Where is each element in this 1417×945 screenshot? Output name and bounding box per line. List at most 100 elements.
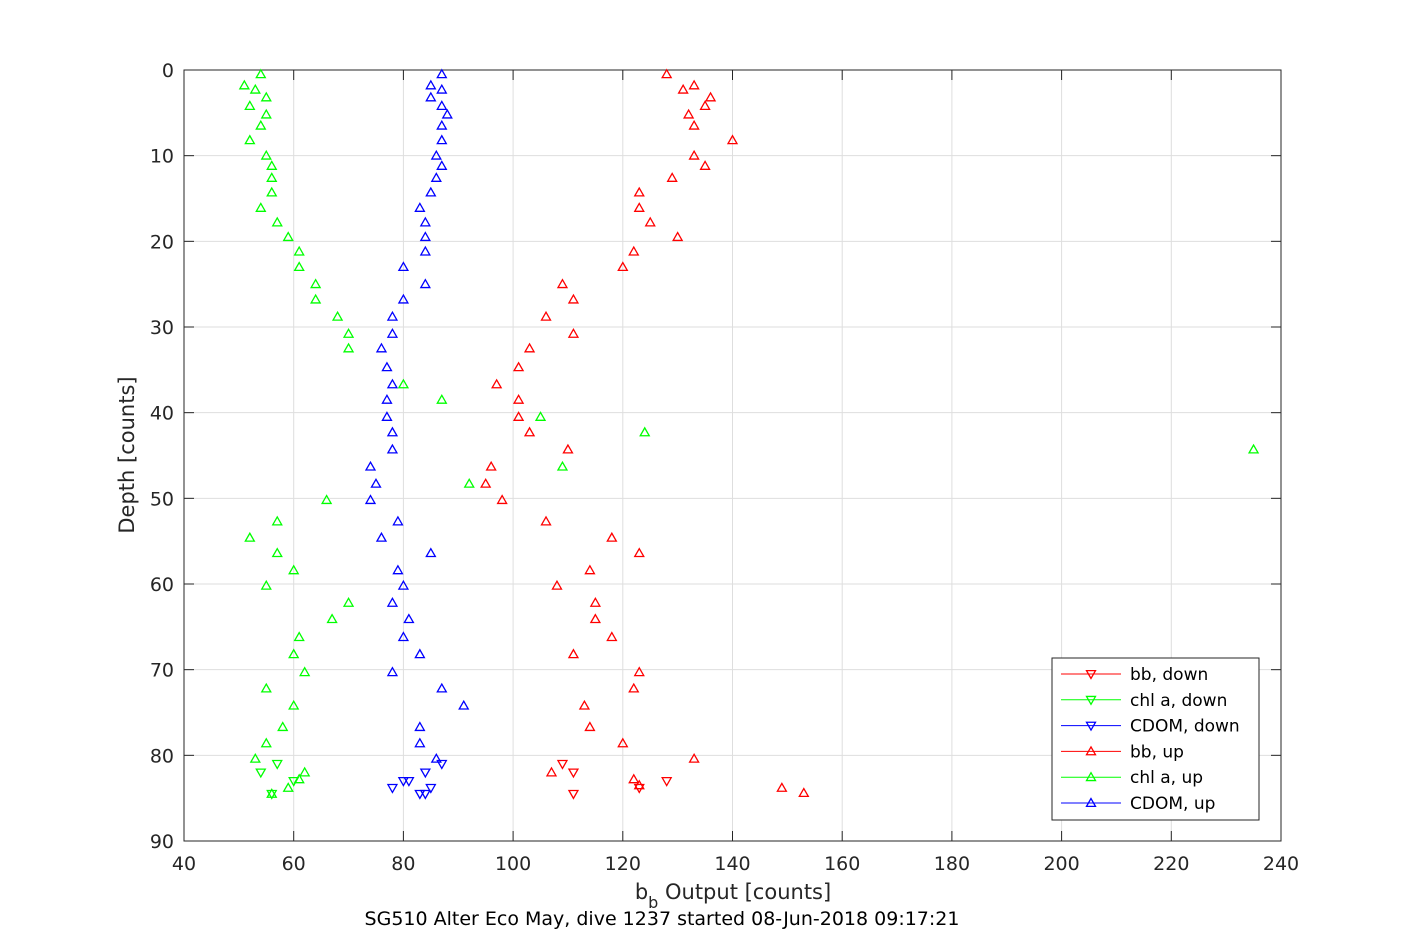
marker-cdom-up — [458, 699, 470, 710]
marker-bb-up — [798, 787, 810, 798]
marker-chl-a-up — [244, 100, 256, 111]
legend-marker — [1085, 669, 1097, 680]
marker-chl-a-up — [556, 460, 569, 471]
marker-bb-up — [480, 477, 492, 488]
marker-bb-up — [523, 426, 536, 437]
marker-cdom-down — [397, 777, 410, 787]
marker-chl-a-up — [249, 752, 261, 763]
marker-cdom-up — [436, 160, 448, 170]
marker-chl-a-up — [320, 494, 333, 505]
marker-cdom-down — [414, 789, 426, 800]
marker-bb-up — [682, 108, 695, 119]
marker-chl-a-up — [238, 79, 250, 90]
marker-chl-a-up — [342, 328, 355, 338]
marker-cdom-up — [386, 597, 399, 607]
marker-chl-a-up — [255, 119, 267, 130]
marker-bb-up — [589, 613, 601, 624]
marker-bb-up — [606, 631, 618, 642]
legend-marker — [1085, 721, 1097, 732]
marker-bb-up — [589, 597, 601, 607]
marker-cdom-up — [414, 202, 426, 212]
marker-cdom-up — [397, 631, 410, 642]
legend-label: bb, down — [1130, 665, 1208, 685]
marker-chl-a-up — [463, 477, 475, 488]
marker-chl-a-up — [255, 68, 267, 79]
marker-chl-a-up — [293, 631, 305, 642]
marker-cdom-up — [370, 477, 382, 488]
legend-label: chl a, up — [1130, 768, 1203, 788]
marker-chl-a-up — [260, 91, 272, 102]
marker-cdom-down — [419, 789, 431, 800]
y-tick-label: 60 — [150, 574, 174, 596]
marker-cdom-up — [397, 261, 410, 272]
x-tick-label: 120 — [605, 853, 641, 875]
legend-label: CDOM, up — [1130, 794, 1215, 814]
marker-chl-a-up — [326, 613, 338, 624]
marker-bb-up — [491, 378, 503, 389]
marker-bb-up — [617, 261, 629, 272]
marker-cdom-up — [386, 378, 399, 389]
y-tick-label: 0 — [162, 60, 174, 82]
marker-chl-a-up — [249, 83, 261, 94]
marker-chl-a-up — [299, 766, 311, 777]
marker-bb-up — [633, 779, 645, 790]
marker-chl-a-down — [255, 768, 267, 779]
marker-cdom-up — [392, 515, 404, 526]
marker-cdom-up — [436, 100, 448, 111]
x-tick-labels: 40 60 80 100 120 140 160 180 200 220 240 — [172, 853, 1299, 875]
marker-chl-a-up — [282, 782, 294, 792]
marker-bb-up — [699, 100, 711, 111]
marker-cdom-up — [414, 648, 426, 659]
x-tick-label: 240 — [1263, 853, 1299, 875]
marker-chl-a-up — [288, 564, 300, 575]
marker-bb-up — [485, 460, 497, 471]
marker-cdom-up — [425, 91, 437, 102]
marker-bb-down — [661, 777, 673, 787]
marker-cdom-up — [375, 342, 388, 353]
marker-bb-up — [617, 737, 629, 748]
marker-bb-up — [496, 494, 508, 505]
x-axis-title-main: b — [635, 880, 648, 904]
marker-cdom-up — [386, 443, 399, 454]
marker-cdom-up — [381, 411, 393, 421]
marker-bb-up — [677, 83, 689, 94]
marker-bb-up — [512, 361, 525, 372]
marker-chl-a-up — [271, 216, 283, 227]
x-tick-label: 100 — [495, 853, 531, 875]
legend-label: chl a, down — [1130, 691, 1227, 711]
marker-bb-up — [567, 293, 580, 304]
marker-bb-up — [512, 411, 525, 421]
marker-bb-up — [584, 721, 596, 732]
x-axis-title-rest: Output [counts] — [658, 880, 831, 904]
marker-bb-up — [523, 342, 536, 353]
marker-chl-a-up — [436, 394, 448, 404]
marker-bb-down — [567, 768, 580, 779]
y-tick-label: 30 — [150, 317, 174, 339]
marker-cdom-up — [430, 149, 442, 160]
marker-bb-up — [512, 394, 525, 404]
y-tick-label: 40 — [150, 403, 174, 425]
marker-cdom-up — [419, 231, 431, 242]
marker-cdom-up — [386, 328, 399, 338]
y-axis-title: Depth [counts] — [115, 376, 139, 533]
marker-cdom-up — [386, 666, 399, 677]
marker-chl-a-up — [293, 261, 305, 272]
marker-chl-a-up — [342, 597, 355, 607]
marker-bb-up — [540, 310, 552, 321]
marker-cdom-up — [425, 79, 437, 90]
marker-chl-a-up — [260, 682, 272, 693]
y-tick-label: 20 — [150, 231, 174, 253]
marker-chl-a-up — [271, 547, 283, 558]
marker-cdom-up — [425, 547, 437, 558]
x-tick-label: 60 — [282, 853, 306, 875]
marker-chl-a-up — [397, 378, 410, 389]
marker-chl-a-up — [342, 342, 355, 353]
marker-chl-a-up — [310, 293, 322, 304]
marker-cdom-up — [441, 108, 453, 119]
marker-bb-up — [688, 119, 700, 130]
marker-cdom-up — [381, 394, 393, 404]
marker-bb-up — [606, 531, 618, 542]
marker-cdom-down — [419, 768, 431, 779]
marker-bb-up — [578, 699, 591, 710]
